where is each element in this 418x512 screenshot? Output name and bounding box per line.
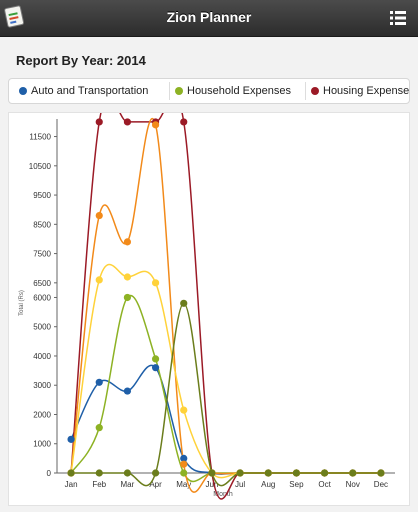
series-line-3 [70,118,381,493]
legend-dot-household [175,87,183,95]
data-point-5-aug [264,469,272,477]
y-tick-label: 11500 [29,133,51,142]
legend-label: Household Expenses [187,85,291,97]
series-line-0 [70,364,381,475]
x-tick-label: Aug [261,480,275,489]
data-point-5-feb [95,469,103,477]
y-tick-label: 5000 [33,323,51,332]
data-point-5-jan [67,469,75,477]
data-point-2-feb [95,118,103,126]
legend-item-household[interactable]: Household Expenses [175,79,291,103]
data-point-3-may [180,460,188,468]
x-tick-label: Feb [92,480,106,489]
data-point-1-apr [151,355,160,363]
legend-item-housing[interactable]: Housing Expenses [311,79,410,103]
x-tick-label: Dec [374,480,388,489]
data-point-5-jul [236,469,244,477]
x-tick-label: Jul [235,480,245,489]
data-point-5-apr [151,469,160,477]
x-axis-label: Month [213,491,233,498]
data-point-4-may [180,406,188,414]
series-line-2 [70,95,381,500]
y-tick-label: 10500 [29,162,52,171]
legend-divider [169,82,170,100]
x-tick-label: Nov [346,480,360,489]
report-title: Report By Year: 2014 [16,53,146,68]
y-tick-label: 0 [47,469,52,478]
y-tick-label: 2000 [33,410,51,419]
y-tick-label: 4000 [33,352,51,361]
app-title: Zion Planner [166,9,252,25]
data-point-0-mar [123,387,132,395]
legend-label: Housing Expenses [323,85,410,97]
data-point-0-may [180,454,188,462]
data-point-3-mar [123,238,132,246]
x-tick-label: Sep [289,480,304,489]
x-tick-label: May [176,480,191,489]
data-point-5-may [180,299,188,307]
line-chart: Total (Rs) Month 0 1000 2000 3000 4000 5000 60… [19,95,395,500]
x-tick-label: Jun [205,480,218,489]
data-point-5-mar [123,469,132,477]
legend-item-auto[interactable]: Auto and Transportation [19,79,148,103]
data-point-1-feb [95,424,103,432]
data-point-3-feb [95,211,103,220]
data-point-5-nov [349,469,357,477]
data-point-5-jun [208,469,216,477]
data-point-0-jan [67,435,75,443]
y-tick-label: 6500 [33,279,51,288]
y-tick-label: 3000 [33,381,51,390]
data-point-5-sep [292,469,301,477]
data-point-2-mar [123,118,132,126]
y-tick-label: 1000 [33,440,51,449]
y-axis-label: Total (Rs) [19,290,25,316]
y-tick-label: 7500 [33,250,51,259]
x-tick-label: Oct [318,480,331,489]
data-point-2-may [180,118,188,126]
x-tick-label: Mar [121,480,135,489]
data-point-1-may [180,469,188,477]
top-bar: Zion Planner [0,0,418,37]
data-point-0-apr [151,364,160,372]
legend-dot-auto [19,87,27,95]
x-tick-label: Jan [65,480,78,489]
data-point-3-apr [151,121,160,129]
y-tick-label: 9500 [33,191,51,200]
x-tick-label: Apr [149,480,162,489]
data-point-0-feb [95,378,103,386]
data-point-4-feb [95,276,103,284]
data-point-5-dec [377,469,385,477]
data-point-1-mar [123,293,132,302]
data-point-5-oct [320,469,329,477]
chart-legend: Auto and Transportation Household Expens… [8,78,410,104]
notebook-icon[interactable] [4,4,26,28]
series-line-4 [70,263,381,479]
data-point-4-mar [123,273,132,281]
legend-label: Auto and Transportation [31,85,149,97]
chart-container: Total (Rs) Month 0 1000 2000 3000 4000 5000 60… [8,95,410,506]
data-point-4-apr [151,279,160,287]
list-menu-icon[interactable] [390,11,406,25]
y-tick-label: 6000 [33,293,51,302]
legend-dot-housing [311,87,319,95]
y-tick-label: 8500 [33,220,51,229]
legend-divider [305,82,306,100]
